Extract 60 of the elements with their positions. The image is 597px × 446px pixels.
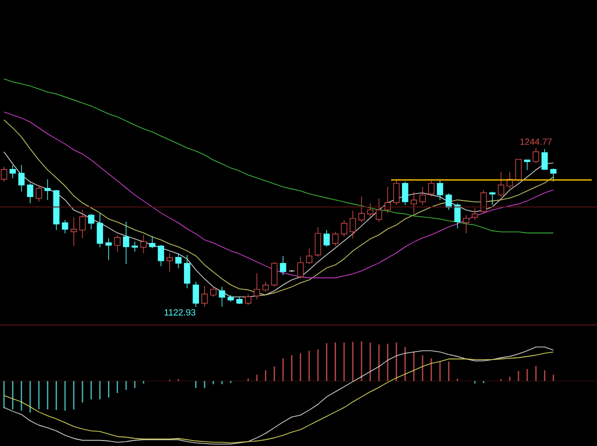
candlestick: [245, 294, 252, 306]
candlestick: [166, 252, 173, 272]
candlestick: [436, 180, 444, 200]
candlestick: [446, 192, 452, 210]
candlestick: [114, 234, 120, 252]
candlestick: [149, 236, 156, 249]
candlestick: [184, 254, 190, 289]
candlestick: [175, 252, 182, 269]
candlestick: [192, 281, 199, 308]
candlestick: [472, 208, 478, 220]
candlestick: [62, 220, 68, 234]
candlestick: [44, 178, 51, 200]
candlestick: [201, 286, 208, 307]
candlestick: [524, 160, 530, 170]
candlestick: [498, 171, 504, 197]
candlestick: [350, 210, 356, 239]
candlestick: [332, 231, 339, 246]
candlestick: [36, 184, 42, 202]
candlestick: [542, 148, 548, 170]
candlestick: [158, 244, 164, 266]
candlestick: [463, 214, 470, 234]
candlestick: [384, 186, 391, 214]
candlestick: [70, 216, 77, 246]
candlestick: [297, 256, 304, 279]
candlestick: [340, 220, 348, 238]
candlestick: [140, 234, 147, 254]
candlestick: [218, 286, 226, 307]
candlestick: [410, 191, 417, 214]
candlestick: [262, 281, 269, 292]
text: 1244.77: [520, 138, 552, 145]
candlestick: [88, 214, 94, 230]
candlestick: [132, 241, 138, 252]
candlestick: [254, 272, 260, 300]
candlestick: [402, 181, 408, 206]
candlestick: [96, 212, 104, 248]
candlestick: [358, 196, 365, 222]
candlestick: [18, 164, 25, 192]
text: 1122.93: [164, 309, 196, 316]
candlestick: [489, 191, 496, 206]
candlestick: [480, 190, 487, 214]
candlestick: [271, 261, 278, 288]
candlestick: [550, 168, 557, 182]
candlestick: [122, 221, 130, 264]
candlestick: [324, 230, 330, 248]
candlestick: [79, 210, 86, 239]
candlestick: [10, 164, 16, 179]
candlestick: [280, 256, 286, 276]
candlestick: [367, 202, 374, 218]
candlestick: [515, 158, 522, 182]
candlestick: [27, 182, 34, 204]
candlestick: [314, 226, 322, 258]
candlestick: [428, 180, 434, 197]
candlestick: [419, 186, 426, 206]
candlestick: [210, 286, 216, 298]
candlestick: [532, 148, 540, 164]
candlestick: [106, 238, 112, 260]
candlestick: [393, 180, 400, 206]
candlestick: [306, 248, 312, 264]
candlestick: [376, 198, 382, 222]
candlestick: [454, 202, 461, 229]
